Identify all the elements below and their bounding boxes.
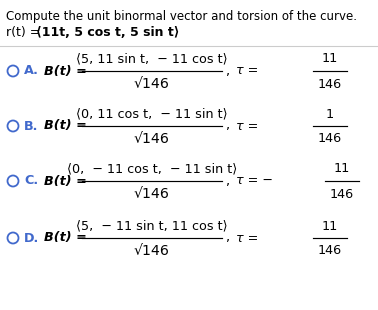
Text: B(t) =: B(t) = [44, 64, 87, 78]
Text: ⟨0,  − 11 cos t,  − 11 sin t⟩: ⟨0, − 11 cos t, − 11 sin t⟩ [67, 162, 237, 175]
Text: τ =: τ = [236, 232, 258, 245]
Text: B(t) =: B(t) = [44, 119, 87, 132]
Text: 146: 146 [318, 245, 342, 258]
Text: B(t) =: B(t) = [44, 175, 87, 188]
Text: 11: 11 [334, 162, 350, 175]
Text: 11: 11 [322, 52, 338, 65]
Text: B(t) =: B(t) = [44, 232, 87, 245]
Text: √146: √146 [134, 244, 170, 258]
Text: τ =: τ = [236, 64, 258, 78]
Text: 146: 146 [330, 188, 354, 201]
Text: A.: A. [24, 64, 39, 78]
Text: ⟨5, 11 sin t,  − 11 cos t⟩: ⟨5, 11 sin t, − 11 cos t⟩ [76, 52, 228, 65]
Text: ,: , [225, 119, 229, 132]
Text: τ =: τ = [236, 119, 258, 132]
Text: Compute the unit binormal vector and torsion of the curve.: Compute the unit binormal vector and tor… [6, 10, 357, 23]
Text: √146: √146 [134, 187, 170, 201]
Text: 146: 146 [318, 132, 342, 145]
Text: B.: B. [24, 119, 39, 132]
Text: ⟨5,  − 11 sin t, 11 cos t⟩: ⟨5, − 11 sin t, 11 cos t⟩ [76, 219, 228, 232]
Text: C.: C. [24, 175, 38, 188]
Text: 11: 11 [322, 219, 338, 232]
Text: τ = −: τ = − [236, 175, 273, 188]
Text: ⟨11t, 5 cos t, 5 sin t⟩: ⟨11t, 5 cos t, 5 sin t⟩ [36, 26, 180, 39]
Text: ,: , [225, 175, 229, 188]
Text: D.: D. [24, 232, 39, 245]
Text: √146: √146 [134, 132, 170, 146]
Text: ⟨0, 11 cos t,  − 11 sin t⟩: ⟨0, 11 cos t, − 11 sin t⟩ [76, 108, 228, 121]
Text: 1: 1 [326, 108, 334, 121]
Text: 146: 146 [318, 78, 342, 91]
Text: √146: √146 [134, 77, 170, 91]
Text: r(t) =: r(t) = [6, 26, 44, 39]
Text: ,: , [225, 64, 229, 78]
Text: ,: , [225, 232, 229, 245]
